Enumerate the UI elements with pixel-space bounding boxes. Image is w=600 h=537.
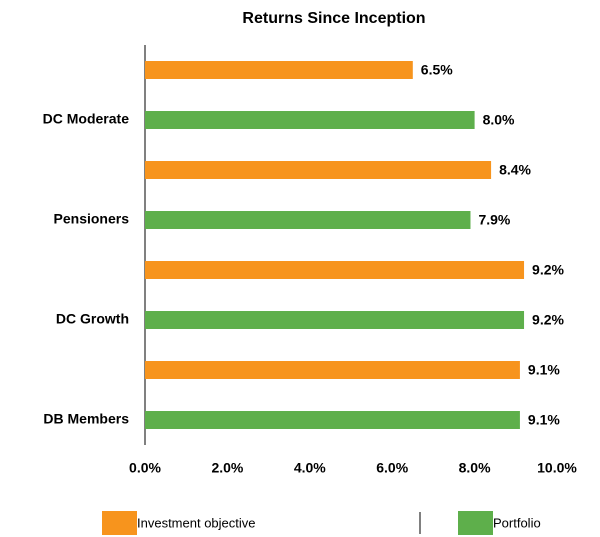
bar: [145, 311, 525, 329]
bar: [145, 261, 525, 279]
x-tick-label: 4.0%: [294, 460, 326, 476]
bar: [145, 361, 520, 379]
x-tick-label: 2.0%: [211, 460, 243, 476]
value-label: 8.4%: [499, 162, 531, 178]
value-label: 8.0%: [483, 112, 515, 128]
legend-swatch: [458, 511, 493, 535]
legend-swatch: [102, 511, 137, 535]
legend-label: Portfolio: [493, 515, 541, 530]
y-tick-label: DB Members: [43, 411, 129, 427]
value-label: 6.5%: [421, 62, 453, 78]
value-label: 9.2%: [532, 262, 564, 278]
bar: [145, 161, 492, 179]
value-label: 9.2%: [532, 312, 564, 328]
x-tick-label: 6.0%: [376, 460, 408, 476]
x-tick-label: 8.0%: [459, 460, 491, 476]
value-label: 9.1%: [528, 362, 560, 378]
y-tick-label: DC Growth: [56, 311, 129, 327]
value-label: 7.9%: [478, 212, 510, 228]
bar: [145, 211, 471, 229]
bar: [145, 61, 413, 79]
y-tick-label: DC Moderate: [43, 111, 130, 127]
x-tick-label: 10.0%: [537, 460, 577, 476]
value-label: 9.1%: [528, 412, 560, 428]
y-tick-label: Pensioners: [54, 211, 130, 227]
bar: [145, 111, 475, 129]
bar: [145, 411, 520, 429]
legend-label: Investment objective: [137, 515, 256, 530]
x-tick-label: 0.0%: [129, 460, 161, 476]
chart-title: Returns Since Inception: [242, 10, 425, 27]
